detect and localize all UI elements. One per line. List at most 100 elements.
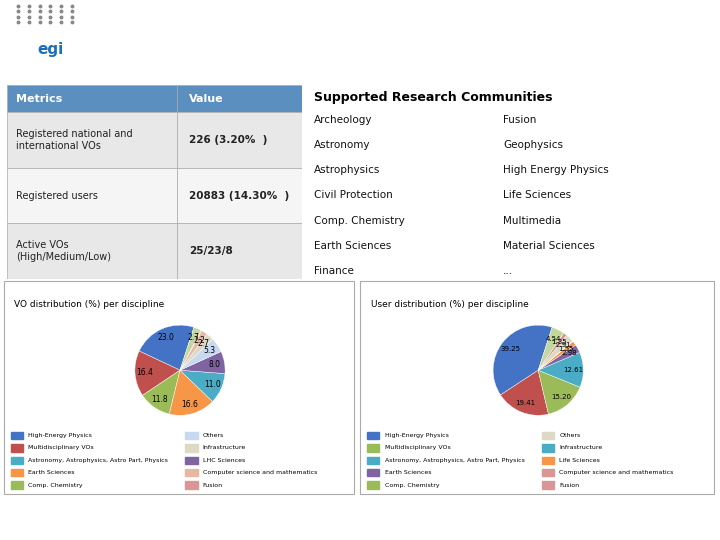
Text: Astrophysics: Astrophysics xyxy=(314,165,380,176)
Wedge shape xyxy=(143,370,180,414)
Text: Astronomy: Astronomy xyxy=(314,140,370,150)
Text: Registered national and
international VOs: Registered national and international VO… xyxy=(16,129,132,151)
Wedge shape xyxy=(538,345,580,370)
Text: www.egi.eu: www.egi.eu xyxy=(652,510,713,520)
Text: Value: Value xyxy=(189,94,223,104)
Wedge shape xyxy=(180,339,221,370)
Text: High Energy Physics: High Energy Physics xyxy=(503,165,609,176)
Wedge shape xyxy=(180,370,225,402)
FancyBboxPatch shape xyxy=(177,168,302,223)
Text: ...: ... xyxy=(503,266,513,276)
Text: 16.6: 16.6 xyxy=(181,400,198,408)
Text: Comp. Chemistry: Comp. Chemistry xyxy=(384,483,439,488)
Wedge shape xyxy=(538,353,583,387)
Text: 39.25: 39.25 xyxy=(500,346,521,352)
Text: 25/23/8: 25/23/8 xyxy=(189,246,233,256)
Bar xyxy=(541,469,554,476)
Bar xyxy=(367,432,379,439)
Text: Others: Others xyxy=(203,433,224,438)
Bar xyxy=(541,444,554,451)
Bar xyxy=(185,482,197,489)
Text: 1.35: 1.35 xyxy=(552,339,567,345)
Text: Active VOs
(High/Medium/Low): Active VOs (High/Medium/Low) xyxy=(16,240,111,262)
Bar xyxy=(541,432,554,439)
Text: Earth Sciences: Earth Sciences xyxy=(28,470,75,475)
Text: Astronomy, Astrophysics, Astro Part, Physics: Astronomy, Astrophysics, Astro Part, Phy… xyxy=(384,458,524,463)
Wedge shape xyxy=(180,327,201,370)
Text: Comp. Chemistry: Comp. Chemistry xyxy=(314,215,405,226)
Bar xyxy=(11,432,23,439)
Text: 5.3: 5.3 xyxy=(203,346,215,355)
FancyBboxPatch shape xyxy=(7,223,177,279)
Wedge shape xyxy=(538,341,575,370)
Wedge shape xyxy=(538,341,573,370)
Text: Metrics: Metrics xyxy=(16,94,63,104)
Text: Earth Sciences: Earth Sciences xyxy=(384,470,431,475)
Bar xyxy=(541,457,554,464)
Wedge shape xyxy=(538,327,564,370)
Text: Computer science and mathematics: Computer science and mathematics xyxy=(203,470,317,475)
Text: Fusion: Fusion xyxy=(503,115,536,125)
Text: 2.7: 2.7 xyxy=(197,340,210,348)
Text: 11.8: 11.8 xyxy=(151,395,168,403)
Text: Project Presentation – May 2012: Project Presentation – May 2012 xyxy=(276,510,444,520)
Wedge shape xyxy=(135,351,180,395)
Bar xyxy=(11,444,23,451)
Text: VO Statistics (April 2012): VO Statistics (April 2012) xyxy=(155,27,533,53)
Text: 1.55: 1.55 xyxy=(559,346,574,352)
Text: 226 (3.20%  ): 226 (3.20% ) xyxy=(189,135,267,145)
Bar xyxy=(11,457,23,464)
Text: Geophysics: Geophysics xyxy=(503,140,563,150)
Text: Infrastructure: Infrastructure xyxy=(203,446,246,450)
Text: VO distribution (%) per discipline: VO distribution (%) per discipline xyxy=(14,300,164,309)
Text: 19.41: 19.41 xyxy=(515,400,535,406)
Text: Archeology: Archeology xyxy=(314,115,372,125)
Bar xyxy=(185,432,197,439)
Bar xyxy=(367,482,379,489)
Text: 2.98: 2.98 xyxy=(562,350,577,356)
Text: Fusion: Fusion xyxy=(559,483,580,488)
Wedge shape xyxy=(538,335,572,370)
Wedge shape xyxy=(180,330,202,370)
Text: Infrastructure: Infrastructure xyxy=(559,446,603,450)
Text: 8.0: 8.0 xyxy=(209,360,220,369)
FancyBboxPatch shape xyxy=(7,85,177,112)
Text: Life Sciences: Life Sciences xyxy=(503,191,571,200)
Text: 30/05/2012
EGI-InSPIRE RI-261323: 30/05/2012 EGI-InSPIRE RI-261323 xyxy=(7,502,109,523)
Text: Material Sciences: Material Sciences xyxy=(503,241,595,251)
Text: 20883 (14.30%  ): 20883 (14.30% ) xyxy=(189,191,289,200)
Bar xyxy=(11,469,23,476)
Text: Others: Others xyxy=(559,433,580,438)
Bar xyxy=(541,482,554,489)
Text: 2.91: 2.91 xyxy=(555,342,571,348)
Text: High-Energy Physics: High-Energy Physics xyxy=(384,433,449,438)
Wedge shape xyxy=(139,325,194,370)
Text: Astronomy, Astrophysics, Astro Part, Physics: Astronomy, Astrophysics, Astro Part, Phy… xyxy=(28,458,168,463)
FancyBboxPatch shape xyxy=(0,0,155,82)
Text: 12.61: 12.61 xyxy=(563,367,583,373)
Text: Fusion: Fusion xyxy=(203,483,223,488)
Text: High-Energy Physics: High-Energy Physics xyxy=(28,433,92,438)
Bar xyxy=(367,469,379,476)
FancyBboxPatch shape xyxy=(177,112,302,168)
Bar xyxy=(185,457,197,464)
FancyBboxPatch shape xyxy=(7,112,177,168)
Wedge shape xyxy=(180,334,212,370)
Wedge shape xyxy=(538,333,567,370)
Wedge shape xyxy=(180,352,225,374)
Text: 11.0: 11.0 xyxy=(204,380,220,389)
Bar xyxy=(185,444,197,451)
Text: Registered users: Registered users xyxy=(16,191,98,200)
Text: 15.20: 15.20 xyxy=(551,394,571,400)
Text: 4.54: 4.54 xyxy=(546,336,562,342)
Text: Civil Protection: Civil Protection xyxy=(314,191,392,200)
Text: 2.2: 2.2 xyxy=(193,336,205,345)
Wedge shape xyxy=(180,330,207,370)
Text: Multidisciplinary VOs: Multidisciplinary VOs xyxy=(384,446,450,450)
Text: 23.0: 23.0 xyxy=(158,333,174,342)
Wedge shape xyxy=(500,370,549,415)
Text: 16.4: 16.4 xyxy=(137,368,153,377)
Text: Computer science and mathematics: Computer science and mathematics xyxy=(559,470,673,475)
Bar xyxy=(11,482,23,489)
Text: 2.7: 2.7 xyxy=(188,333,199,342)
